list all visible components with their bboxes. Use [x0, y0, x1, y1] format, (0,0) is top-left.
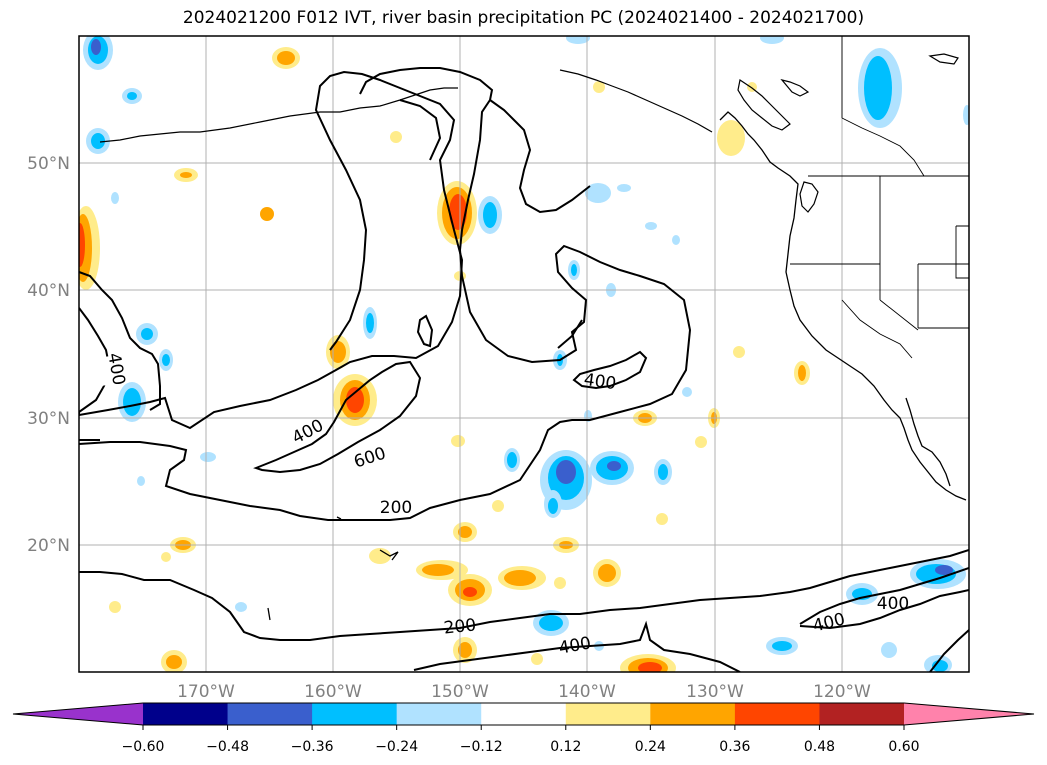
contour-label: 200: [380, 498, 412, 518]
colorbar-tick-label: 0.60: [888, 739, 919, 755]
colorbar-extend-high: [904, 703, 1034, 725]
colorbar-tick-label: −0.60: [122, 739, 165, 755]
precipitation-anomaly-shading: [79, 36, 969, 672]
negative-anomaly-patches: [83, 36, 969, 672]
longitude-labels: 170°W 160°W 150°W 140°W 130°W 120°W: [177, 682, 871, 702]
contour-label: 200: [443, 615, 477, 638]
positive-anomaly-patches: [79, 47, 810, 672]
ivt-contours: [79, 67, 969, 672]
colorbar-bin: [819, 703, 905, 725]
colorbar-tick-label: −0.48: [206, 739, 249, 755]
colorbar-tick-label: −0.24: [375, 739, 418, 755]
lon-label-160w: 160°W: [304, 682, 362, 702]
colorbar-bin: [396, 703, 482, 725]
colorbar-tick-label: 0.24: [635, 739, 666, 755]
colorbar-tick-label: 0.36: [719, 739, 750, 755]
state-borders: [790, 36, 969, 359]
colorbar-bin: [734, 703, 820, 725]
colorbar: −0.60 −0.48 −0.36 −0.24 −0.12 0.12 0.24 0.36 0.4…: [12, 702, 1035, 755]
colorbar-bin: [565, 703, 651, 725]
colorbar-tick-label: 0.48: [804, 739, 835, 755]
colorbar-bin: [650, 703, 736, 725]
colorbar-bin: [312, 703, 398, 725]
colorbar-bin: [481, 703, 567, 725]
latitude-labels: 50°N 40°N 30°N 20°N: [27, 154, 70, 556]
contour-label: 400: [877, 594, 909, 614]
lat-label-40n: 40°N: [27, 281, 70, 301]
map-frame: [78, 35, 970, 673]
contour-label: 600: [351, 443, 388, 472]
contour-label: 400: [289, 416, 327, 449]
contour-label: 400: [583, 370, 618, 394]
lon-label-150w: 150°W: [431, 682, 489, 702]
lat-label-20n: 20°N: [27, 536, 70, 556]
colorbar-tick-label: 0.12: [550, 739, 581, 755]
colorbar-extend-low: [13, 703, 143, 725]
colorbar-bin: [227, 703, 313, 725]
lat-label-50n: 50°N: [27, 154, 70, 174]
lon-label-170w: 170°W: [177, 682, 235, 702]
lon-label-140w: 140°W: [558, 682, 616, 702]
lon-label-130w: 130°W: [686, 682, 744, 702]
colorbar-tick-label: −0.36: [291, 739, 334, 755]
gridlines: [79, 36, 969, 672]
lat-label-30n: 30°N: [27, 409, 70, 429]
coastlines: [99, 53, 967, 621]
lon-label-120w: 120°W: [813, 682, 871, 702]
map-title: 2024021200 F012 IVT, river basin precipi…: [182, 8, 865, 28]
colorbar-tick-label: −0.12: [460, 739, 503, 755]
colorbar-bin: [143, 703, 229, 725]
